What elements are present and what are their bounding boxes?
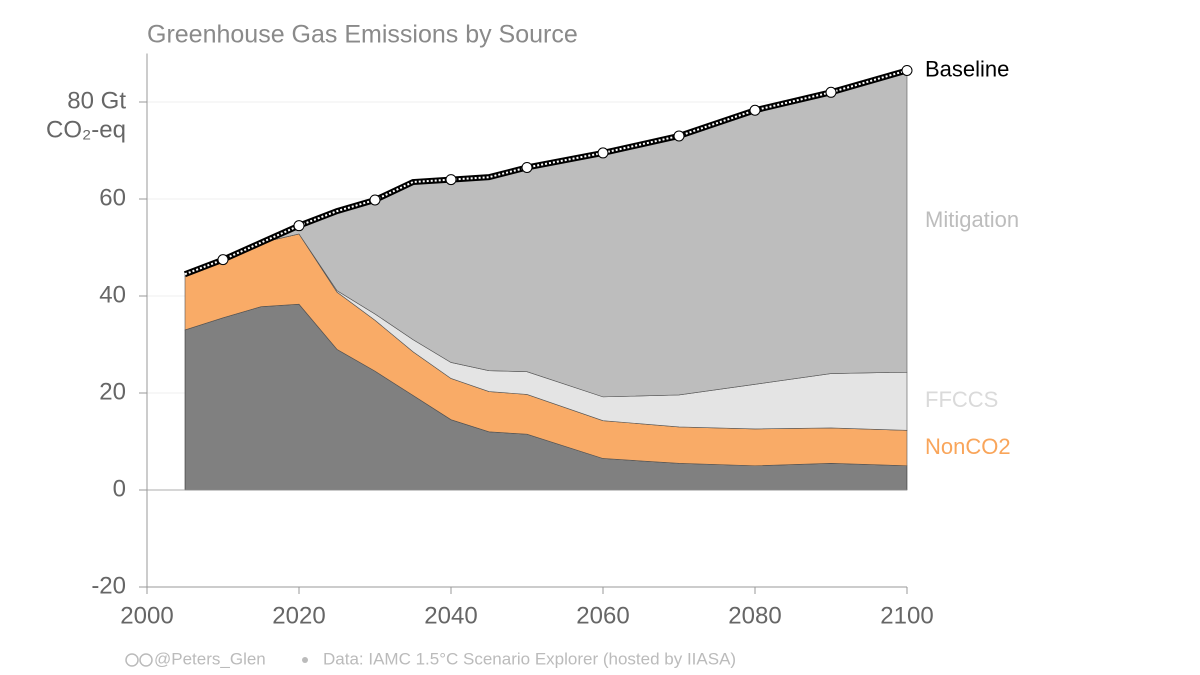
baseline-point: [597, 147, 609, 159]
y-tick-label: 80 Gt: [67, 87, 126, 114]
baseline-point: [293, 220, 305, 232]
y-tick-label: 20: [99, 378, 126, 405]
baseline-point: [521, 161, 533, 173]
baseline-point: [673, 130, 685, 142]
x-tick-label: 2020: [272, 602, 325, 629]
x-tick-label: 2040: [424, 602, 477, 629]
baseline-point: [445, 174, 457, 186]
legend-label: Baseline: [925, 56, 1009, 81]
y-tick-label: -20: [91, 572, 126, 599]
x-tick-label: 2100: [880, 602, 933, 629]
legend-label: FFCCS: [925, 387, 998, 412]
x-tick-label: 2060: [576, 602, 629, 629]
credit-icons: [125, 653, 153, 667]
baseline-point: [369, 194, 381, 206]
baseline-point: [825, 86, 837, 98]
baseline-point: [749, 104, 761, 116]
y-tick-label: 60: [99, 184, 126, 211]
source: Data: IAMC 1.5°C Scenario Explorer (host…: [323, 649, 736, 668]
credit: @Peters_Glen: [154, 649, 266, 668]
x-tick-label: 2080: [728, 602, 781, 629]
y-unit: CO₂-eq: [46, 116, 126, 143]
legend-label: NonCO2: [925, 434, 1011, 459]
x-tick-label: 2000: [120, 602, 173, 629]
baseline-point: [901, 64, 913, 76]
legend-label: Mitigation: [925, 207, 1019, 232]
baseline-point: [217, 254, 229, 266]
y-tick-label: 40: [99, 281, 126, 308]
separator: [302, 657, 308, 663]
y-tick-label: 0: [113, 475, 126, 502]
chart-title: Greenhouse Gas Emissions by Source: [147, 21, 578, 49]
